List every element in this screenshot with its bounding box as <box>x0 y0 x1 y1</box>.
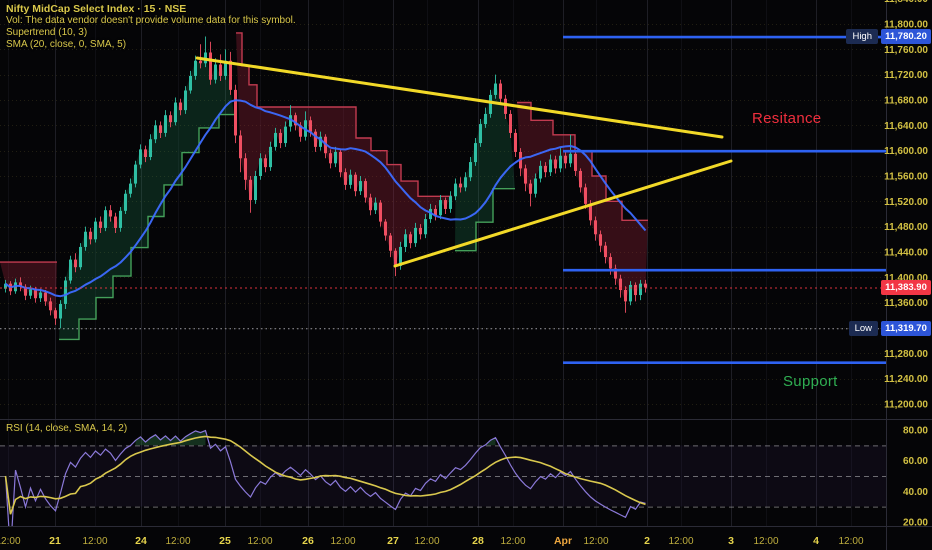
high-price-badge: High 11,780.20 <box>846 29 931 44</box>
support-annotation[interactable]: Support <box>783 373 838 390</box>
time-axis-tick: 21 <box>49 535 61 547</box>
time-axis-tick: 26 <box>302 535 314 547</box>
price-axis-tick: 11,440.00 <box>884 247 928 258</box>
time-axis-tick: 25 <box>219 535 231 547</box>
price-axis-tick: 11,560.00 <box>884 171 928 182</box>
time-axis-tick: 12:00 <box>838 536 863 547</box>
price-axis-tick: 11,480.00 <box>884 222 928 233</box>
chart-legend: Nifty MidCap Select Index · 15 · NSE Vol… <box>6 3 296 51</box>
time-axis-tick: 12:00 <box>414 536 439 547</box>
time-axis-tick: 4 <box>813 535 819 547</box>
price-axis-tick: 11,760.00 <box>884 45 928 56</box>
price-axis-tick: 11,360.00 <box>884 298 928 309</box>
time-axis-tick: 12:00 <box>330 536 355 547</box>
price-axis-tick: 11,800.00 <box>884 20 928 31</box>
symbol-title[interactable]: Nifty MidCap Select Index · 15 · NSE <box>6 3 187 15</box>
indicator-sma-label[interactable]: SMA (20, close, 0, SMA, 5) <box>6 39 127 50</box>
time-axis-tick: 3 <box>728 535 734 547</box>
rsi-pane <box>0 429 886 526</box>
indicator-supertrend-label[interactable]: Supertrend (10, 3) <box>6 27 88 38</box>
sma-line <box>4 99 647 298</box>
time-axis-tick: 12:00 <box>753 536 778 547</box>
main-pane <box>0 32 886 364</box>
time-axis-tick: 12:00 <box>82 536 107 547</box>
high-price-value: 11,780.20 <box>881 29 931 44</box>
price-axis-tick: 11,720.00 <box>884 70 928 81</box>
price-axis-tick: 11,640.00 <box>884 121 928 132</box>
price-axis-tick: 11,600.00 <box>884 146 928 157</box>
time-axis-tick: 12:00 <box>0 536 21 547</box>
time-axis-tick: 27 <box>387 535 399 547</box>
time-axis-tick: 12:00 <box>668 536 693 547</box>
drawings-layer[interactable] <box>0 35 886 364</box>
time-axis-tick: 12:00 <box>247 536 272 547</box>
resistance-annotation[interactable]: Resitance <box>752 110 822 127</box>
time-axis-tick: 28 <box>472 535 484 547</box>
price-axis-tick: 11,840.00 <box>884 0 928 5</box>
rsi-axis-tick: 80.00 <box>903 426 928 437</box>
volume-data-note: Vol: The data vendor doesn't provide vol… <box>6 15 296 26</box>
rsi-line <box>4 429 646 526</box>
price-axis-tick: 11,240.00 <box>884 374 928 385</box>
low-price-value: 11,319.70 <box>881 321 931 336</box>
time-axis-tick: Apr <box>554 535 572 547</box>
grid-layer <box>0 0 886 526</box>
low-price-badge: Low 11,319.70 <box>848 321 931 336</box>
price-axis-tick: 11,680.00 <box>884 95 928 106</box>
last-price-value: 11,383.90 <box>881 280 931 295</box>
high-label: High <box>846 29 878 44</box>
price-axis-tick: 11,400.00 <box>884 273 928 284</box>
rsi-ma-line <box>4 435 646 515</box>
time-axis-tick: 24 <box>135 535 147 547</box>
time-axis-tick: 12:00 <box>165 536 190 547</box>
time-axis-tick: 12:00 <box>500 536 525 547</box>
last-price-badge: 11,383.90 <box>881 280 931 295</box>
price-axis-tick: 11,520.00 <box>884 197 928 208</box>
rsi-axis-tick: 20.00 <box>903 517 928 528</box>
candles-layer <box>4 36 647 329</box>
price-axis-tick: 11,280.00 <box>884 349 928 360</box>
price-axis-tick: 11,200.00 <box>884 399 928 410</box>
rsi-axis-tick: 40.00 <box>903 487 928 498</box>
low-label: Low <box>848 321 878 336</box>
time-axis-tick: 2 <box>644 535 650 547</box>
rsi-axis-tick: 60.00 <box>903 456 928 467</box>
time-axis-tick: 12:00 <box>583 536 608 547</box>
indicator-rsi-label[interactable]: RSI (14, close, SMA, 14, 2) <box>6 423 128 434</box>
